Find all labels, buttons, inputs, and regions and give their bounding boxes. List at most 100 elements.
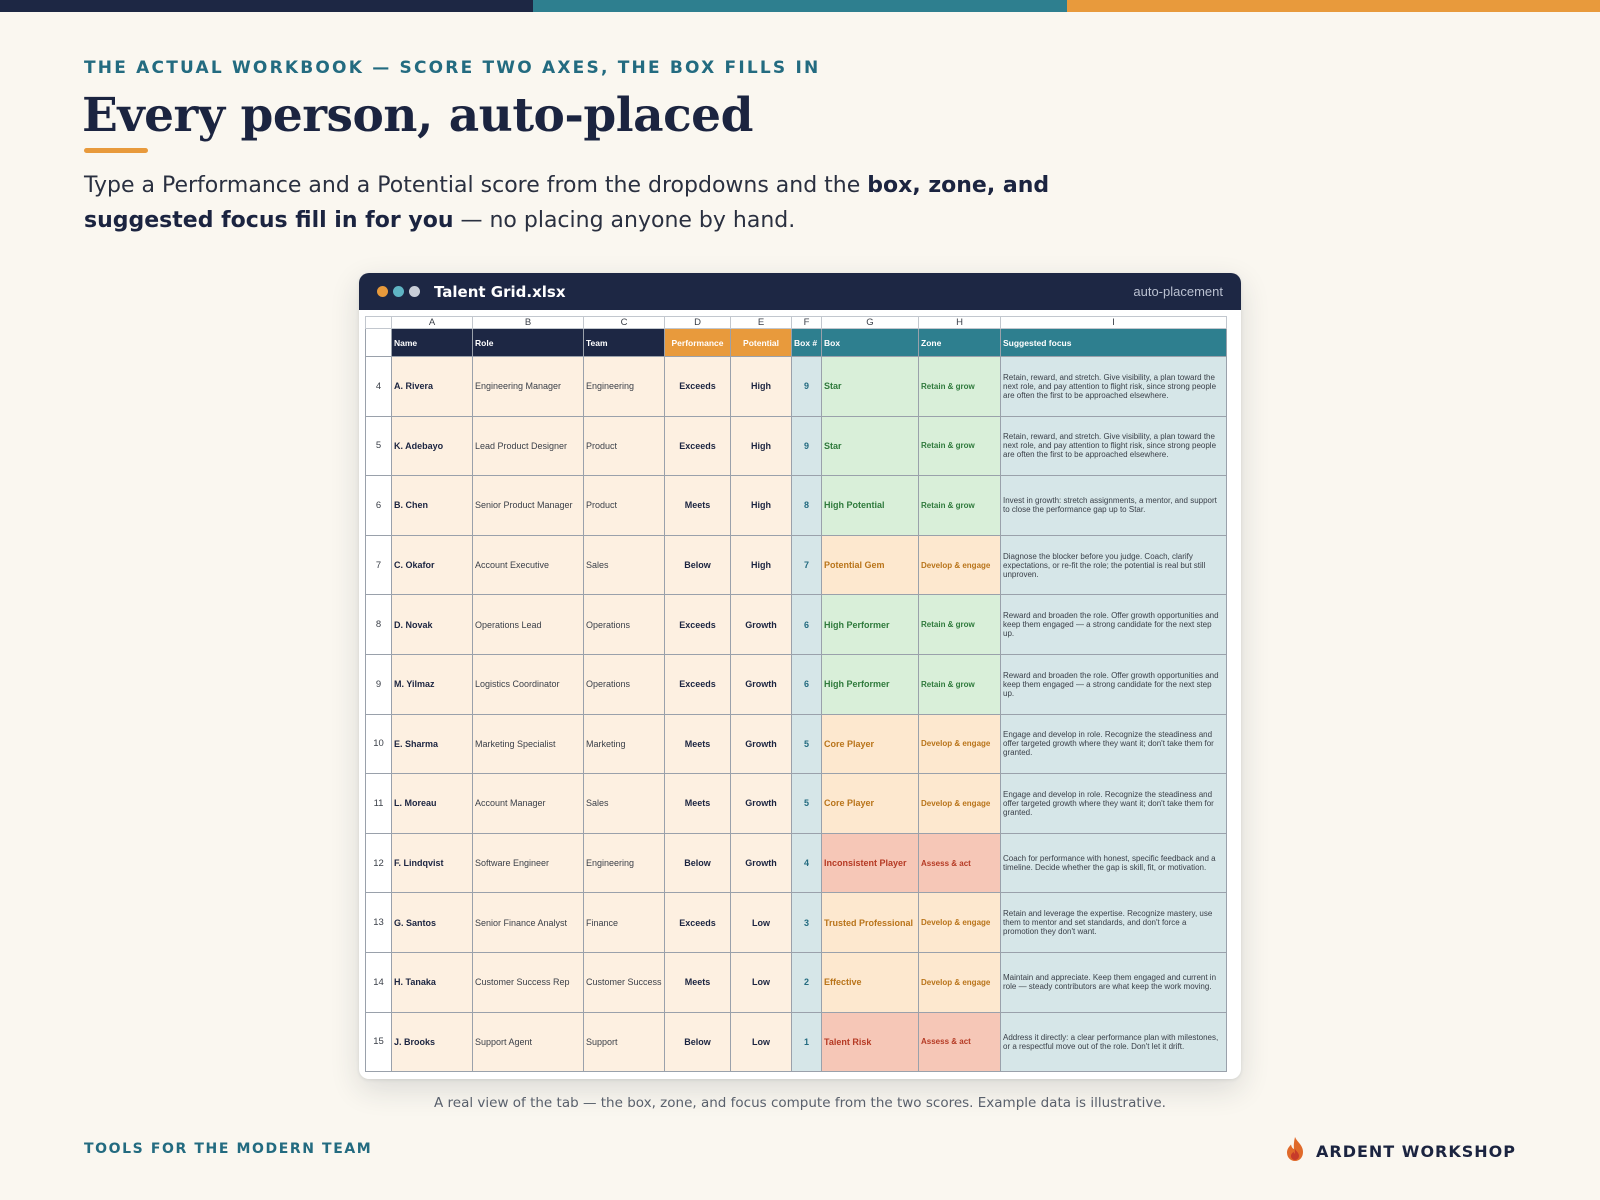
cell-box-number[interactable]: 9 [791, 356, 822, 417]
cell-potential[interactable]: Growth [730, 594, 792, 655]
cell-box[interactable]: Core Player [821, 773, 919, 834]
col-letter[interactable]: G [821, 316, 919, 329]
cell-role[interactable]: Logistics Coordinator [472, 653, 584, 715]
cell-team[interactable]: Marketing [583, 713, 665, 775]
cell-zone[interactable]: Develop & engage [918, 773, 1001, 834]
cell-suggested-focus[interactable]: Retain and leverage the expertise. Recog… [1000, 892, 1227, 953]
cell-team[interactable]: Product [583, 475, 665, 536]
col-letter[interactable]: I [1000, 316, 1227, 329]
col-letter[interactable]: F [791, 316, 822, 329]
cell-zone[interactable]: Develop & engage [918, 892, 1001, 953]
cell-potential[interactable]: Low [730, 892, 792, 953]
cell-box[interactable]: High Performer [821, 653, 919, 715]
cell-potential[interactable]: High [730, 534, 792, 596]
cell-zone[interactable]: Assess & act [918, 1011, 1001, 1073]
cell-potential[interactable]: Growth [730, 773, 792, 834]
header-suggested-focus[interactable]: Suggested focus [1000, 328, 1227, 357]
header-role[interactable]: Role [472, 328, 584, 357]
cell-suggested-focus[interactable]: Coach for performance with honest, speci… [1000, 832, 1227, 894]
header-potential[interactable]: Potential [730, 328, 792, 357]
window-dot-teal[interactable] [393, 286, 404, 297]
cell-team[interactable]: Sales [583, 534, 665, 596]
cell-team[interactable]: Operations [583, 653, 665, 715]
cell-performance[interactable]: Meets [664, 773, 731, 834]
cell-performance[interactable]: Below [664, 1011, 731, 1073]
cell-name[interactable]: H. Tanaka [391, 951, 473, 1013]
row-number[interactable]: 15 [365, 1011, 392, 1073]
cell-zone[interactable]: Assess & act [918, 832, 1001, 894]
cell-suggested-focus[interactable]: Retain, reward, and stretch. Give visibi… [1000, 415, 1227, 477]
row-number[interactable]: 10 [365, 713, 392, 775]
cell-team[interactable]: Support [583, 1011, 665, 1073]
cell-box[interactable]: Potential Gem [821, 534, 919, 596]
cell-box-number[interactable]: 8 [791, 475, 822, 536]
cell-zone[interactable]: Develop & engage [918, 534, 1001, 596]
cell-team[interactable]: Engineering [583, 832, 665, 894]
cell-performance[interactable]: Exceeds [664, 415, 731, 477]
cell-box-number[interactable]: 6 [791, 653, 822, 715]
cell-name[interactable]: E. Sharma [391, 713, 473, 775]
cell-suggested-focus[interactable]: Retain, reward, and stretch. Give visibi… [1000, 356, 1227, 417]
window-dot-orange[interactable] [377, 286, 388, 297]
cell-suggested-focus[interactable]: Engage and develop in role. Recognize th… [1000, 713, 1227, 775]
cell-zone[interactable]: Develop & engage [918, 951, 1001, 1013]
header-box[interactable]: Box [821, 328, 919, 357]
cell-name[interactable]: B. Chen [391, 475, 473, 536]
cell-name[interactable]: F. Lindqvist [391, 832, 473, 894]
row-number[interactable]: 12 [365, 832, 392, 894]
cell-team[interactable]: Sales [583, 773, 665, 834]
col-letter[interactable]: H [918, 316, 1001, 329]
cell-box[interactable]: Talent Risk [821, 1011, 919, 1073]
corner-cell[interactable] [365, 316, 392, 329]
row-number[interactable]: 9 [365, 653, 392, 715]
row-number[interactable]: 5 [365, 415, 392, 477]
cell-role[interactable]: Operations Lead [472, 594, 584, 655]
cell-performance[interactable]: Below [664, 832, 731, 894]
row-number[interactable]: 3 [365, 328, 392, 357]
cell-role[interactable]: Marketing Specialist [472, 713, 584, 775]
cell-suggested-focus[interactable]: Maintain and appreciate. Keep them engag… [1000, 951, 1227, 1013]
cell-box[interactable]: Trusted Professional [821, 892, 919, 953]
cell-suggested-focus[interactable]: Engage and develop in role. Recognize th… [1000, 773, 1227, 834]
window-dot-grey[interactable] [409, 286, 420, 297]
cell-box[interactable]: High Potential [821, 475, 919, 536]
col-letter[interactable]: B [472, 316, 584, 329]
cell-role[interactable]: Senior Product Manager [472, 475, 584, 536]
cell-name[interactable]: K. Adebayo [391, 415, 473, 477]
cell-name[interactable]: G. Santos [391, 892, 473, 953]
cell-potential[interactable]: High [730, 415, 792, 477]
cell-role[interactable]: Account Executive [472, 534, 584, 596]
cell-box-number[interactable]: 5 [791, 773, 822, 834]
cell-name[interactable]: M. Yilmaz [391, 653, 473, 715]
cell-zone[interactable]: Develop & engage [918, 713, 1001, 775]
cell-team[interactable]: Finance [583, 892, 665, 953]
cell-team[interactable]: Product [583, 415, 665, 477]
cell-role[interactable]: Senior Finance Analyst [472, 892, 584, 953]
cell-name[interactable]: C. Okafor [391, 534, 473, 596]
cell-box[interactable]: Effective [821, 951, 919, 1013]
cell-name[interactable]: L. Moreau [391, 773, 473, 834]
row-number[interactable]: 14 [365, 951, 392, 1013]
cell-name[interactable]: A. Rivera [391, 356, 473, 417]
cell-box-number[interactable]: 1 [791, 1011, 822, 1073]
cell-zone[interactable]: Retain & grow [918, 653, 1001, 715]
cell-box-number[interactable]: 6 [791, 594, 822, 655]
cell-zone[interactable]: Retain & grow [918, 475, 1001, 536]
cell-role[interactable]: Lead Product Designer [472, 415, 584, 477]
cell-box-number[interactable]: 9 [791, 415, 822, 477]
cell-box-number[interactable]: 7 [791, 534, 822, 596]
row-number[interactable]: 11 [365, 773, 392, 834]
cell-suggested-focus[interactable]: Reward and broaden the role. Offer growt… [1000, 653, 1227, 715]
cell-potential[interactable]: Low [730, 951, 792, 1013]
cell-potential[interactable]: Growth [730, 713, 792, 775]
cell-suggested-focus[interactable]: Invest in growth: stretch assignments, a… [1000, 475, 1227, 536]
cell-potential[interactable]: High [730, 356, 792, 417]
cell-zone[interactable]: Retain & grow [918, 415, 1001, 477]
header-team[interactable]: Team [583, 328, 665, 357]
header-box-number[interactable]: Box # [791, 328, 822, 357]
cell-potential[interactable]: High [730, 475, 792, 536]
cell-performance[interactable]: Meets [664, 475, 731, 536]
cell-role[interactable]: Engineering Manager [472, 356, 584, 417]
row-number[interactable]: 8 [365, 594, 392, 655]
col-letter[interactable]: E [730, 316, 792, 329]
